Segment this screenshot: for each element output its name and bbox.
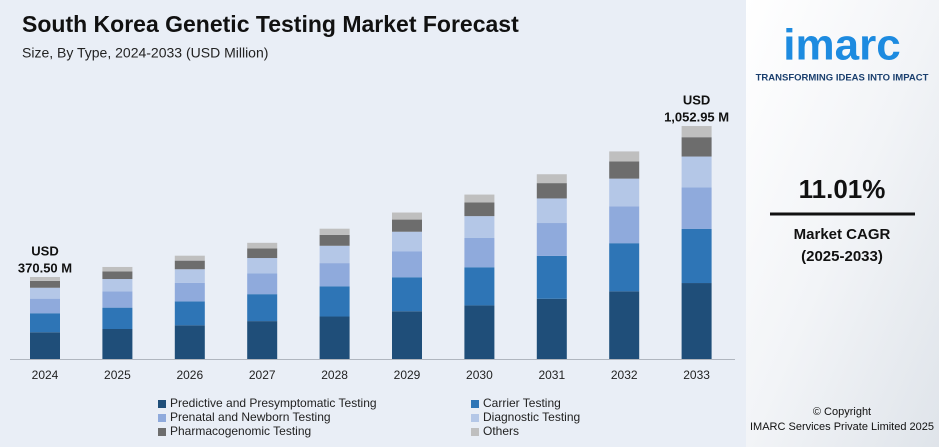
bar-segment [247, 248, 278, 259]
x-tick-label: 2032 [611, 368, 638, 382]
bar-segment [609, 161, 640, 179]
x-tick-label: 2031 [538, 368, 565, 382]
bar-segment [464, 216, 495, 238]
bar-segment [174, 260, 205, 270]
bar-segment [174, 301, 205, 326]
bar-segment [102, 266, 133, 272]
bar-segment [536, 223, 567, 256]
x-tick-label: 2024 [32, 368, 59, 382]
bar-segment [174, 282, 205, 302]
bar-segment [102, 279, 133, 292]
company: IMARC Services Private Limited 2025 [750, 421, 934, 433]
bar-segment [392, 212, 422, 220]
bar-segment [609, 291, 640, 359]
bar-segment [464, 305, 495, 359]
cagr-value: 11.01% [799, 174, 886, 204]
cagr-label: Market CAGR [794, 226, 891, 243]
bar-segment [319, 234, 350, 246]
x-tick-label: 2029 [394, 368, 421, 382]
bar-segment [30, 276, 60, 281]
bar-segment [319, 228, 350, 235]
bar-segment [247, 258, 278, 274]
bar-segment [536, 255, 567, 299]
bar-segment [681, 187, 712, 229]
bar-segment [30, 298, 60, 314]
x-tick-label: 2027 [249, 368, 276, 382]
legend-swatch [158, 400, 166, 408]
total-label: USD [683, 92, 710, 107]
legend-swatch [471, 428, 479, 436]
bar-segment [392, 251, 422, 278]
bar-segment [464, 267, 495, 306]
total-label: USD [31, 243, 58, 258]
bar-segment [102, 328, 133, 359]
bar-segment [30, 332, 60, 359]
bar-segment [247, 321, 278, 359]
bar-segment [681, 126, 712, 138]
bar-segment [536, 198, 567, 224]
bar-segment [247, 273, 278, 295]
bar-segment [247, 242, 278, 249]
bar-segment [174, 269, 205, 283]
bar-segment [609, 151, 640, 162]
bar-segment [247, 294, 278, 322]
bar-segment [464, 237, 495, 268]
bar-segment [681, 137, 712, 157]
legend-swatch [158, 428, 166, 436]
bar-segment [319, 316, 350, 359]
chart-title: South Korea Genetic Testing Market Forec… [22, 11, 519, 37]
x-tick-label: 2025 [104, 368, 131, 382]
bar-segment [174, 255, 205, 261]
bar-segment [102, 271, 133, 280]
bar-segment [681, 156, 712, 188]
tagline: TRANSFORMING IDEAS INTO IMPACT [756, 73, 929, 84]
bar-segment [464, 202, 495, 217]
bar-segment [536, 183, 567, 199]
legend-swatch [158, 414, 166, 422]
bar-segment [102, 291, 133, 308]
bar-segment [319, 286, 350, 317]
bar-segment [392, 219, 422, 232]
bar-segment [319, 263, 350, 287]
legend-label: Prenatal and Newborn Testing [170, 410, 331, 424]
legend-swatch [471, 400, 479, 408]
bar-segment [319, 245, 350, 264]
bar-segment [30, 313, 60, 333]
legend-label: Others [483, 424, 519, 438]
x-tick-label: 2028 [321, 368, 348, 382]
bar-segment [681, 228, 712, 284]
total-label: 370.50 M [18, 260, 72, 275]
bar-segment [30, 280, 60, 288]
bar-segment [609, 178, 640, 207]
bar-segment [609, 206, 640, 244]
x-tick-label: 2026 [176, 368, 203, 382]
sidebar-background [746, 0, 939, 447]
bar-segment [102, 307, 133, 329]
legend-label: Predictive and Presymptomatic Testing [170, 396, 377, 410]
bar-segment [392, 231, 422, 252]
legend-label: Diagnostic Testing [483, 410, 580, 424]
cagr-period: (2025-2033) [801, 248, 883, 265]
bar-segment [392, 311, 422, 359]
chart-subtitle: Size, By Type, 2024-2033 (USD Million) [22, 45, 268, 61]
total-label: 1,052.95 M [664, 109, 729, 124]
bar-segment [536, 174, 567, 184]
bar-segment [536, 298, 567, 359]
x-tick-label: 2030 [466, 368, 493, 382]
bar-segment [392, 277, 422, 312]
legend-swatch [471, 414, 479, 422]
bar-segment [30, 287, 60, 299]
bar-segment [609, 243, 640, 292]
bar-segment [174, 325, 205, 359]
copyright: © Copyright [813, 406, 871, 418]
bar-segment [681, 283, 712, 359]
x-tick-label: 2033 [683, 368, 710, 382]
legend-label: Pharmacogenomic Testing [170, 424, 311, 438]
bar-segment [464, 194, 495, 203]
legend-label: Carrier Testing [483, 396, 561, 410]
logo: imarc [783, 21, 900, 70]
